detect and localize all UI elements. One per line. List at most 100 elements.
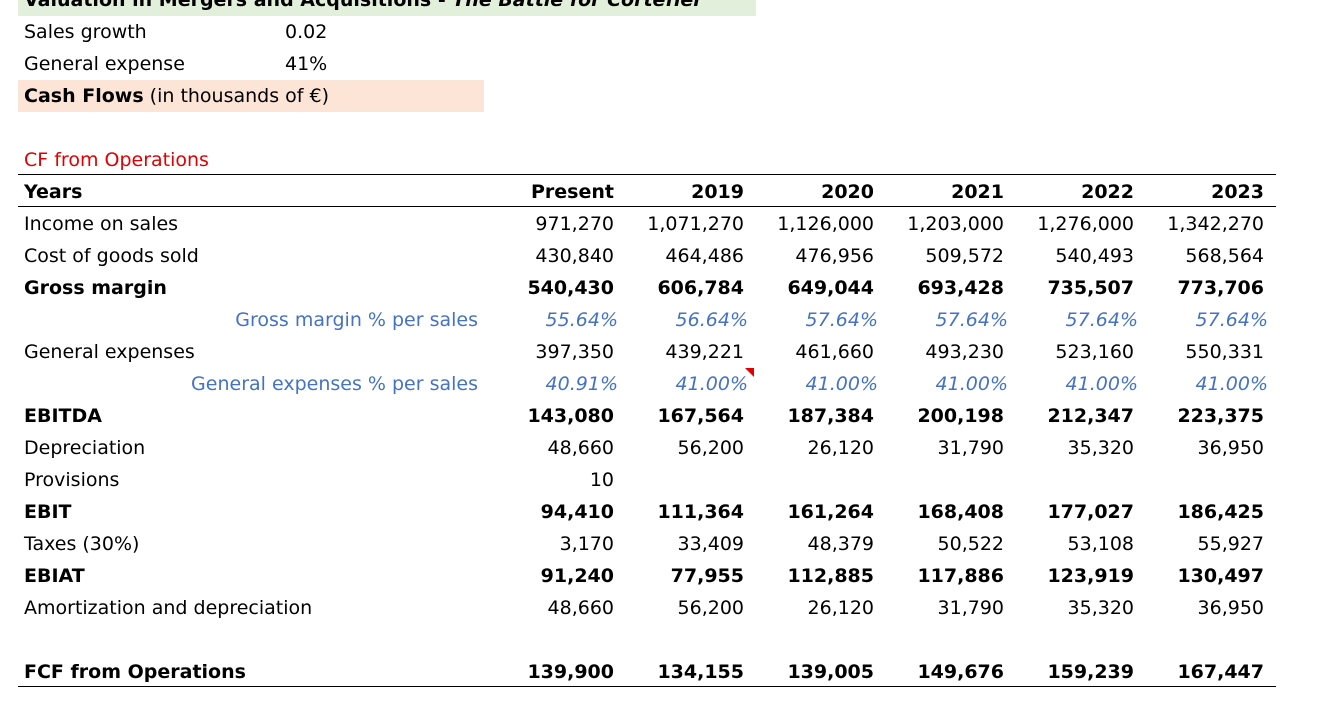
table-cell[interactable]: 223,375	[1177, 405, 1264, 427]
table-cell[interactable]: 134,155	[657, 661, 744, 683]
comment-indicator-icon[interactable]	[745, 368, 754, 377]
table-cell[interactable]: 50,522	[937, 533, 1004, 555]
table-cell[interactable]: 464,486	[665, 245, 744, 267]
table-cell[interactable]: 139,900	[527, 661, 614, 683]
table-cell[interactable]: 200,198	[917, 405, 1004, 427]
table-cell[interactable]: 41.00%	[1065, 373, 1138, 395]
table-cell[interactable]: 48,379	[807, 533, 874, 555]
table-cell[interactable]: 540,430	[527, 277, 614, 299]
table-cell[interactable]: 168,408	[917, 501, 1004, 523]
table-cell[interactable]: 397,350	[535, 341, 614, 363]
title-band	[18, 0, 756, 16]
table-cell[interactable]: 35,320	[1067, 437, 1134, 459]
table-cell[interactable]: 53,108	[1067, 533, 1134, 555]
table-cell[interactable]: 123,919	[1047, 565, 1134, 587]
table-cell[interactable]: 10	[589, 469, 614, 491]
table-cell[interactable]: 149,676	[917, 661, 1004, 683]
table-cell[interactable]: 606,784	[657, 277, 744, 299]
table-cell[interactable]: 476,956	[795, 245, 874, 267]
table-cell[interactable]: 430,840	[535, 245, 614, 267]
years-header: Years	[24, 181, 83, 203]
table-cell[interactable]: 187,384	[787, 405, 874, 427]
table-cell[interactable]: 56,200	[677, 597, 744, 619]
table-cell[interactable]: 550,331	[1185, 341, 1264, 363]
table-cell[interactable]: 130,497	[1177, 565, 1264, 587]
table-cell[interactable]: 48,660	[547, 597, 614, 619]
table-cell[interactable]: 41.00%	[675, 373, 748, 395]
table-cell[interactable]: 1,126,000	[777, 213, 874, 235]
sales-growth-value[interactable]: 0.02	[285, 21, 328, 43]
table-cell[interactable]: 773,706	[1177, 277, 1264, 299]
table-cell[interactable]: 26,120	[807, 437, 874, 459]
table-cell[interactable]: 971,270	[535, 213, 614, 235]
row-label: EBIAT	[24, 565, 85, 587]
column-header: 2019	[691, 181, 744, 203]
column-header: 2023	[1211, 181, 1264, 203]
table-cell[interactable]: 1,071,270	[647, 213, 744, 235]
table-cell[interactable]: 41.00%	[805, 373, 878, 395]
table-cell[interactable]: 33,409	[677, 533, 744, 555]
table-bottom-border	[18, 686, 1276, 687]
table-cell[interactable]: 56,200	[677, 437, 744, 459]
table-cell[interactable]: 57.64%	[935, 309, 1008, 331]
table-cell[interactable]: 161,264	[787, 501, 874, 523]
table-cell[interactable]: 55,927	[1197, 533, 1264, 555]
table-cell[interactable]: 91,240	[540, 565, 614, 587]
table-cell[interactable]: 117,886	[917, 565, 1004, 587]
row-label: General expenses	[24, 341, 195, 363]
table-cell[interactable]: 94,410	[540, 501, 614, 523]
table-cell[interactable]: 36,950	[1197, 437, 1264, 459]
table-cell[interactable]: 57.64%	[805, 309, 878, 331]
row-label: EBIT	[24, 501, 72, 523]
table-top-border	[18, 174, 1276, 175]
table-cell[interactable]: 41.00%	[935, 373, 1008, 395]
table-cell[interactable]: 493,230	[925, 341, 1004, 363]
table-cell[interactable]: 77,955	[670, 565, 744, 587]
row-label: General expenses % per sales	[191, 373, 478, 395]
table-cell[interactable]: 36,950	[1197, 597, 1264, 619]
table-cell[interactable]: 57.64%	[1065, 309, 1138, 331]
table-cell[interactable]: 461,660	[795, 341, 874, 363]
row-label: Amortization and depreciation	[24, 597, 313, 619]
table-cell[interactable]: 186,425	[1177, 501, 1264, 523]
table-cell[interactable]: 568,564	[1185, 245, 1264, 267]
table-cell[interactable]: 143,080	[527, 405, 614, 427]
table-cell[interactable]: 31,790	[937, 597, 1004, 619]
table-cell[interactable]: 35,320	[1067, 597, 1134, 619]
table-cell[interactable]: 139,005	[787, 661, 874, 683]
table-cell[interactable]: 167,447	[1177, 661, 1264, 683]
table-cell[interactable]: 48,660	[547, 437, 614, 459]
table-cell[interactable]: 56.64%	[675, 309, 748, 331]
table-cell[interactable]: 693,428	[917, 277, 1004, 299]
table-cell[interactable]: 167,564	[657, 405, 744, 427]
column-header: Present	[531, 181, 614, 203]
table-cell[interactable]: 3,170	[559, 533, 614, 555]
row-label: Provisions	[24, 469, 120, 491]
table-cell[interactable]: 159,239	[1047, 661, 1134, 683]
table-cell[interactable]: 57.64%	[1195, 309, 1268, 331]
table-cell[interactable]: 509,572	[925, 245, 1004, 267]
cash-flows-band	[18, 80, 484, 112]
table-cell[interactable]: 40.91%	[545, 373, 618, 395]
table-cell[interactable]: 26,120	[807, 597, 874, 619]
table-cell[interactable]: 31,790	[937, 437, 1004, 459]
sales-growth-label: Sales growth	[24, 21, 147, 43]
table-cell[interactable]: 439,221	[665, 341, 744, 363]
table-cell[interactable]: 523,160	[1055, 341, 1134, 363]
general-expense-value[interactable]: 41%	[285, 53, 328, 75]
table-cell[interactable]: 735,507	[1047, 277, 1134, 299]
table-cell[interactable]: 1,203,000	[907, 213, 1004, 235]
row-label: Income on sales	[24, 213, 179, 235]
table-cell[interactable]: 177,027	[1047, 501, 1134, 523]
table-cell[interactable]: 55.64%	[545, 309, 618, 331]
header-bottom-border	[18, 206, 1276, 207]
table-cell[interactable]: 111,364	[657, 501, 744, 523]
table-cell[interactable]: 1,276,000	[1037, 213, 1134, 235]
row-label: Cost of goods sold	[24, 245, 199, 267]
table-cell[interactable]: 41.00%	[1195, 373, 1268, 395]
table-cell[interactable]: 540,493	[1055, 245, 1134, 267]
table-cell[interactable]: 1,342,270	[1167, 213, 1264, 235]
table-cell[interactable]: 212,347	[1047, 405, 1134, 427]
table-cell[interactable]: 649,044	[787, 277, 874, 299]
table-cell[interactable]: 112,885	[787, 565, 874, 587]
